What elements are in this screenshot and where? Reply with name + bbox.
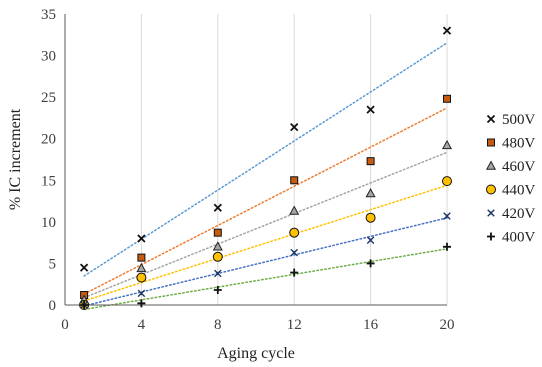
data-point-420V bbox=[137, 289, 146, 298]
data-point-460V bbox=[365, 188, 376, 198]
trendline-460V bbox=[83, 151, 448, 299]
data-point-460V bbox=[289, 205, 300, 215]
data-point-500V bbox=[442, 26, 452, 35]
data-point-440V bbox=[289, 227, 300, 238]
data-point-400V bbox=[290, 268, 299, 277]
data-point-400V bbox=[137, 299, 146, 308]
grid-lines bbox=[140, 14, 448, 305]
x-tick-label: 0 bbox=[61, 317, 69, 333]
legend-label-400V: 400V bbox=[502, 230, 536, 246]
data-point-500V bbox=[79, 263, 89, 272]
tick-labels: 0 4 8 12 16 20 0 5 10 15 20 25 30 35 bbox=[41, 7, 455, 333]
data-point-460V bbox=[441, 139, 453, 150]
trendline-400V bbox=[83, 248, 448, 311]
data-point-500V bbox=[290, 122, 299, 132]
data-point-420V bbox=[290, 248, 298, 257]
data-point-480V bbox=[443, 94, 451, 103]
y-tick-label: 35 bbox=[41, 7, 56, 23]
data-points bbox=[79, 26, 453, 310]
data-point-480V bbox=[290, 176, 299, 185]
legend-label-500V: 500V bbox=[502, 112, 536, 128]
y-tick-label: 10 bbox=[41, 215, 56, 231]
data-point-400V bbox=[366, 259, 375, 268]
x-tick-label: 8 bbox=[214, 317, 222, 333]
data-point-500V bbox=[137, 234, 146, 243]
legend-marker-400V bbox=[487, 232, 495, 241]
data-point-420V bbox=[366, 236, 375, 244]
data-point-480V bbox=[366, 157, 375, 166]
data-point-400V bbox=[213, 286, 222, 295]
legend: 500V 480V 460V 440V 420V 400V bbox=[485, 112, 536, 246]
data-point-440V bbox=[442, 176, 452, 187]
legend-marker-460V bbox=[485, 160, 497, 170]
data-point-480V bbox=[213, 228, 222, 237]
x-tick-label: 12 bbox=[287, 317, 302, 333]
axes bbox=[64, 14, 447, 306]
legend-marker-440V bbox=[486, 184, 496, 195]
x-tick-label: 20 bbox=[440, 317, 455, 333]
data-point-440V bbox=[212, 251, 223, 262]
trendline-500V bbox=[83, 42, 448, 277]
y-axis-label: % IC increment bbox=[7, 108, 24, 210]
legend-label-460V: 460V bbox=[502, 159, 536, 175]
data-point-460V bbox=[136, 262, 147, 273]
data-point-420V bbox=[443, 212, 451, 220]
trendline-480V bbox=[83, 107, 448, 295]
data-point-440V bbox=[365, 212, 376, 223]
data-point-420V bbox=[214, 269, 222, 278]
data-point-400V bbox=[443, 242, 451, 251]
data-point-500V bbox=[213, 203, 222, 212]
data-point-480V bbox=[137, 253, 146, 262]
legend-label-440V: 440V bbox=[502, 183, 536, 199]
data-point-400V bbox=[80, 301, 89, 309]
x-tick-label: 4 bbox=[138, 317, 146, 333]
y-tick-label: 0 bbox=[49, 298, 57, 314]
x-axis-label: Aging cycle bbox=[217, 345, 295, 362]
trendline-420V bbox=[83, 217, 448, 307]
legend-marker-420V bbox=[487, 209, 495, 217]
y-tick-label: 25 bbox=[41, 90, 56, 106]
trendlines bbox=[83, 42, 448, 311]
y-tick-label: 5 bbox=[49, 256, 57, 272]
legend-marker-480V bbox=[487, 138, 495, 147]
y-tick-label: 30 bbox=[41, 49, 56, 65]
data-point-500V bbox=[366, 105, 375, 114]
data-point-460V bbox=[212, 241, 223, 251]
x-tick-label: 16 bbox=[363, 317, 379, 333]
legend-label-420V: 420V bbox=[502, 206, 536, 222]
y-tick-label: 15 bbox=[41, 173, 56, 189]
legend-marker-500V bbox=[486, 114, 496, 124]
legend-label-480V: 480V bbox=[502, 136, 536, 152]
data-point-440V bbox=[136, 272, 147, 283]
y-tick-label: 20 bbox=[41, 132, 56, 148]
trendline-440V bbox=[83, 184, 448, 302]
